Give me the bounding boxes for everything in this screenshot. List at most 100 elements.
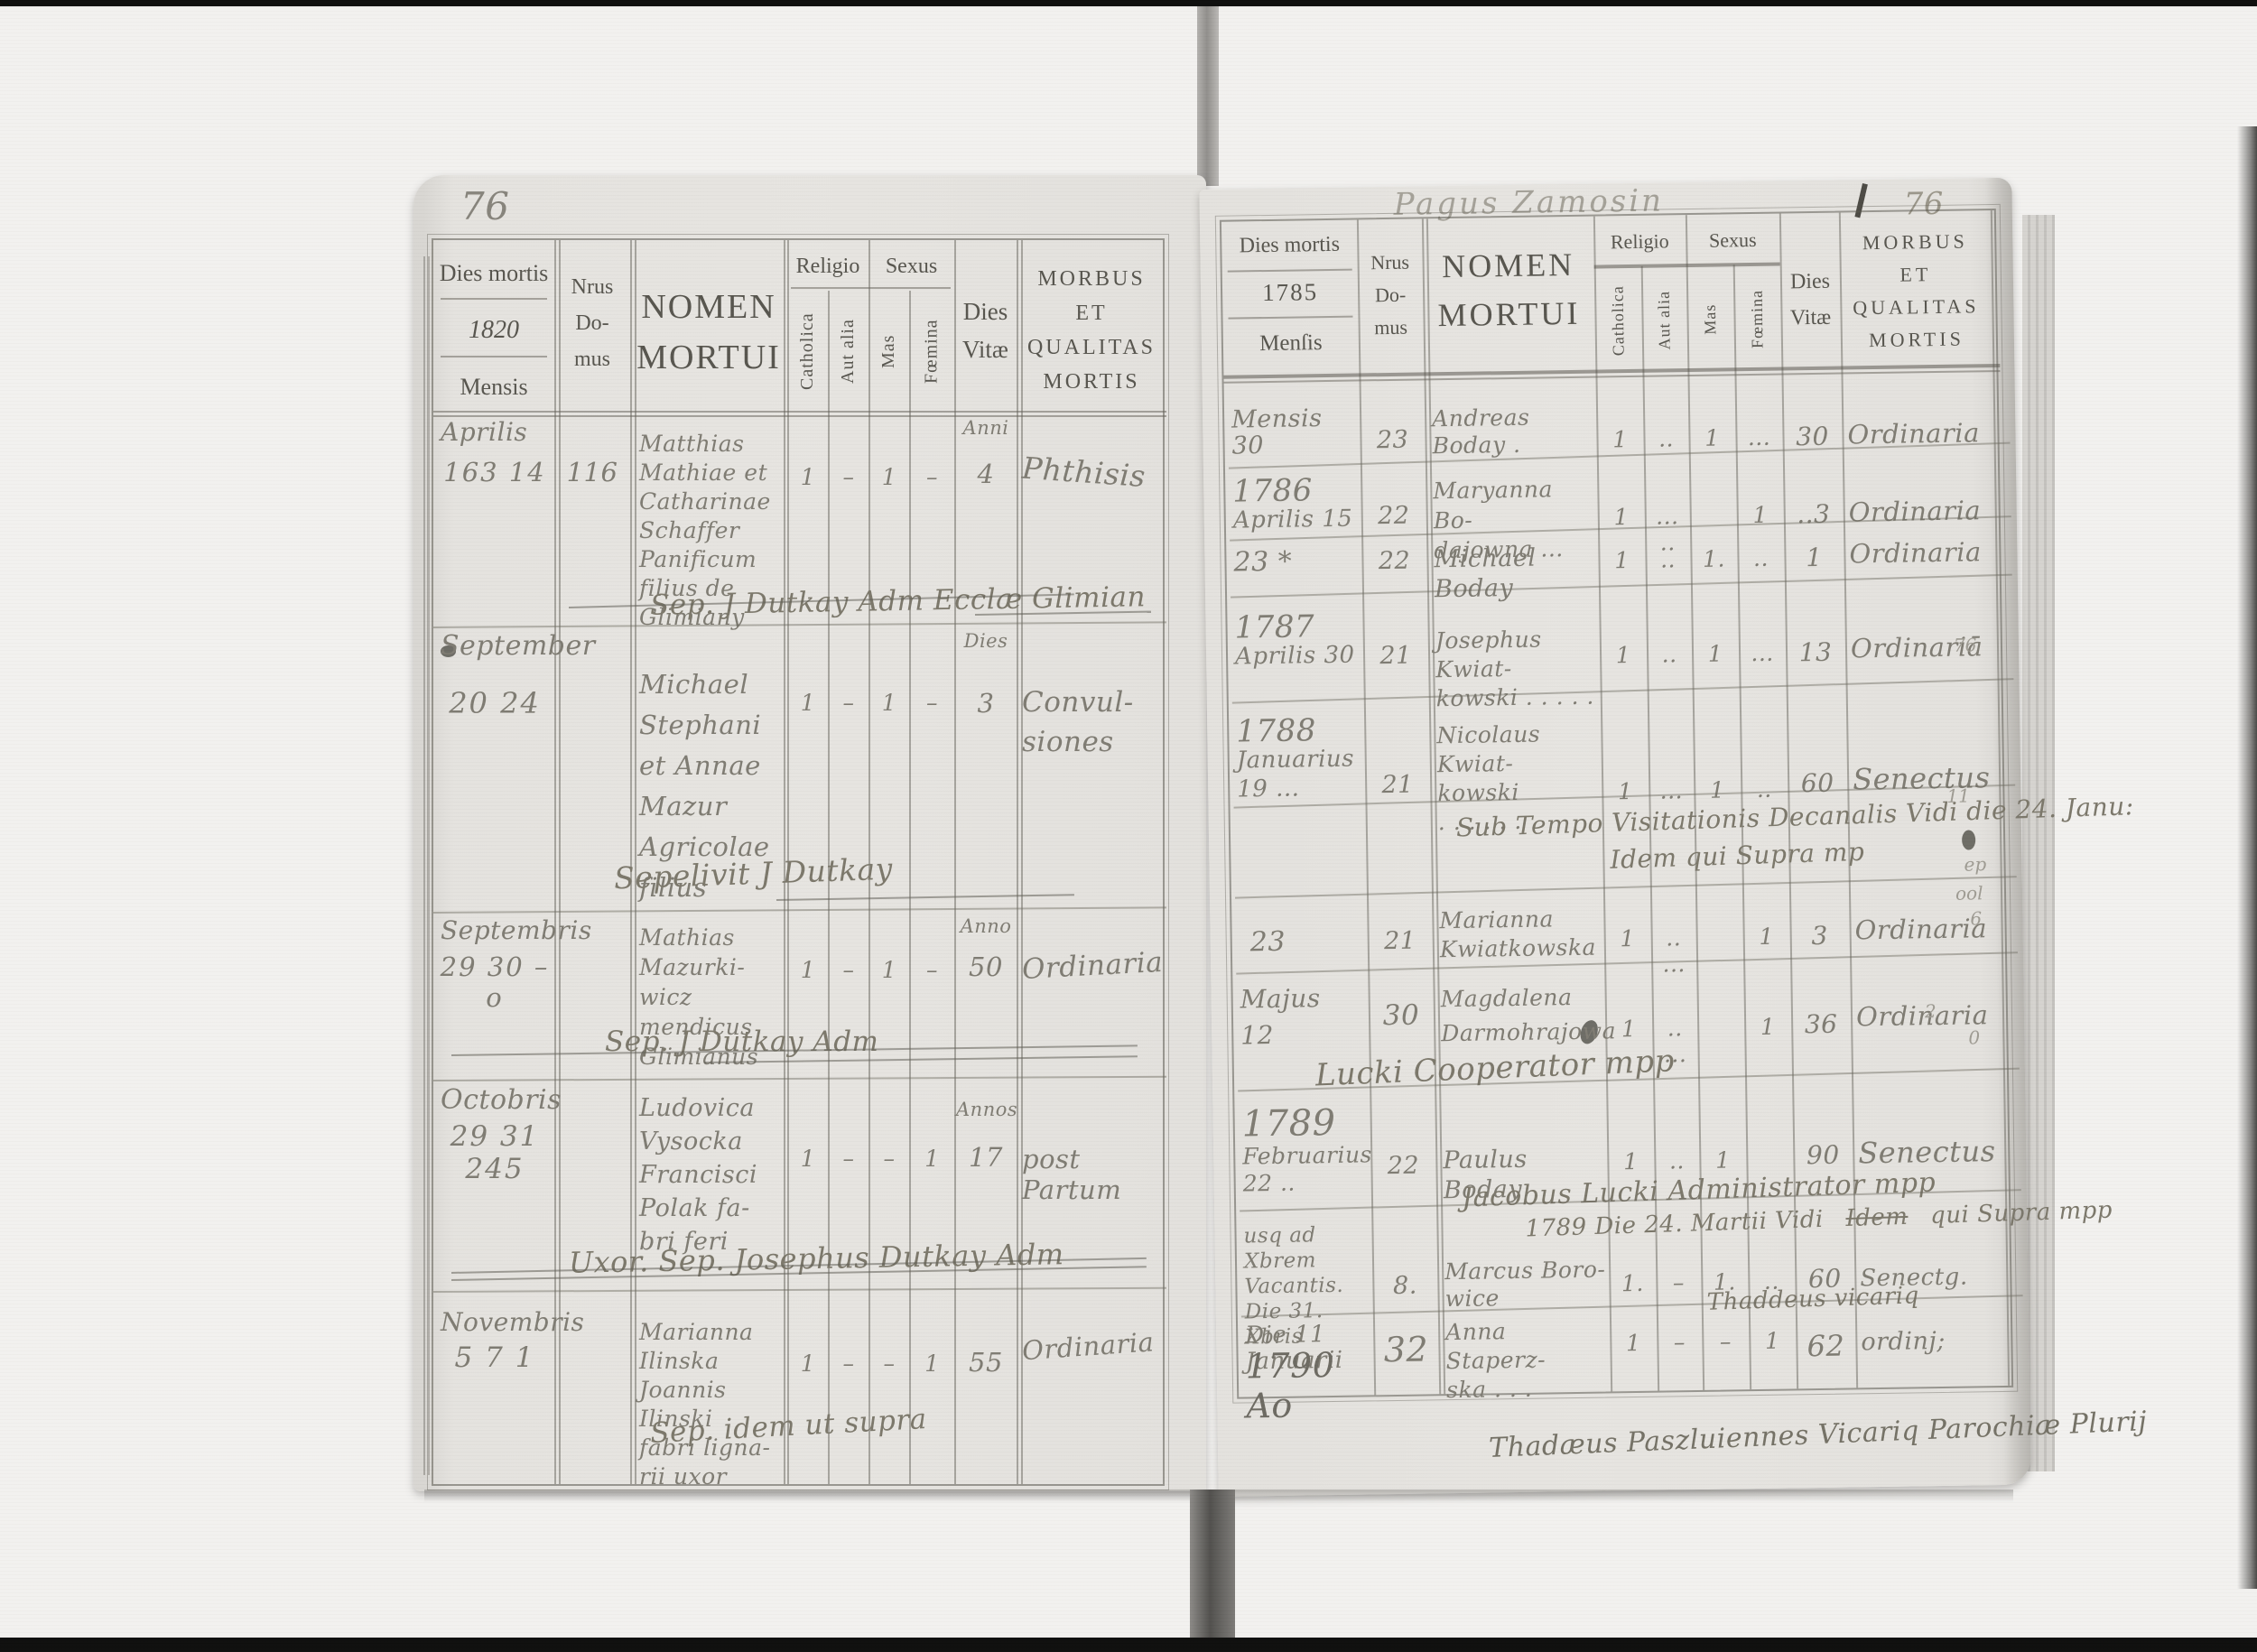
mark-mas: 1. bbox=[1702, 545, 1726, 572]
header-aut-alia: Aut alia bbox=[1654, 290, 1674, 350]
header-rule bbox=[1227, 268, 1352, 273]
entry-year: 1787 bbox=[1234, 608, 1315, 646]
header-year: 1785 bbox=[1261, 278, 1319, 307]
column-rule bbox=[868, 240, 870, 1484]
entry-dies-vitae: 60 bbox=[1800, 767, 1834, 799]
visitation-note: Idem qui Supra mp bbox=[1609, 836, 1865, 875]
column-rule bbox=[630, 240, 632, 1484]
mark-foemina: – bbox=[926, 957, 938, 983]
entry-house-number: 22 bbox=[1387, 1151, 1420, 1181]
register-row: 1787 Aprilis 30 21 Josephus Kwiat- kowsk… bbox=[1227, 599, 2001, 711]
entry-dates: 163 14 bbox=[443, 457, 546, 487]
mark-aut-alia: ... bbox=[1659, 777, 1684, 804]
mark-aut-alia: – bbox=[842, 957, 855, 983]
header-mas: Mas bbox=[1700, 303, 1720, 335]
entry-house-number: 21 bbox=[1383, 926, 1416, 956]
entry-month: Aprilis 30 bbox=[1234, 641, 1355, 671]
mark-catholica: 1 bbox=[800, 1350, 816, 1377]
bleed-mark: 11 bbox=[1946, 784, 1971, 807]
entry-month: September bbox=[441, 630, 596, 662]
entry-dates: 5 7 1 bbox=[454, 1341, 535, 1374]
entry-year: 1786 bbox=[1232, 472, 1314, 510]
register-row: Novembris 5 7 1 Marianna Ilinska Joannis… bbox=[433, 1295, 1163, 1490]
entry-name: Magdalena Darmohrajowa bbox=[1440, 984, 1617, 1047]
entry-name: Michael Stephani et Annae Mazur Agricola… bbox=[639, 669, 770, 903]
page-edge-rule bbox=[423, 256, 425, 1475]
entry-morbus: post Partum bbox=[1022, 1144, 1122, 1205]
entry-house-number: 22 bbox=[1378, 546, 1411, 576]
ink-stroke bbox=[776, 894, 1074, 901]
header-rule bbox=[791, 287, 951, 289]
header-sexus: Sexus bbox=[1708, 227, 1757, 252]
register-row: Aprilis 163 14 116 Matthias Mathiae et C… bbox=[433, 417, 1163, 630]
entry-dates: 20 24 bbox=[449, 686, 541, 720]
scan-right-edge-shade bbox=[2237, 126, 2257, 1589]
header-nomen-mortui: NOMEN MORTUI bbox=[636, 288, 781, 376]
entry-house-number: 23 bbox=[1376, 425, 1409, 455]
entry-dies-vitae: 50 bbox=[969, 951, 1003, 982]
column-rule bbox=[954, 240, 956, 1484]
mark-catholica: 1 bbox=[800, 464, 816, 490]
entry-dies-vitae: 3 bbox=[977, 688, 995, 719]
header-nrus-domus: Nrus Do- mus bbox=[1370, 250, 1410, 339]
mark-aut-alia: – bbox=[842, 1146, 855, 1172]
mark-aut-alia: – bbox=[842, 464, 855, 490]
entry-month: Majus 12 bbox=[1240, 983, 1321, 1051]
header-rule bbox=[433, 411, 1166, 413]
entry-morbus: Ordinaria bbox=[1849, 536, 1983, 570]
entry-vitae-label: Anni bbox=[962, 417, 1009, 439]
column-rule bbox=[909, 291, 911, 1484]
entry-dies-vitae: 90 bbox=[1806, 1139, 1840, 1171]
header-dies-vitae: Dies Vitæ bbox=[1789, 269, 1832, 330]
column-rule bbox=[828, 291, 830, 1484]
entry-house-number: 22 bbox=[1377, 501, 1410, 531]
entry-month: Septembris bbox=[441, 915, 592, 945]
column-rule bbox=[1356, 219, 1376, 1396]
header-morbus: MORBUS ET QUALITAS MORTIS bbox=[1853, 229, 1980, 352]
entry-vitae-label: Anno bbox=[960, 915, 1012, 937]
mark-aut-alia: – bbox=[842, 1350, 855, 1377]
header-dies-mortis: Dies mortis bbox=[439, 260, 549, 286]
register-row: September 20 24 Michael Stephani et Anna… bbox=[433, 630, 1163, 915]
mark-mas: 1 bbox=[881, 690, 897, 716]
mark-mas: – bbox=[883, 1350, 896, 1377]
entry-dies-vitae: 36 bbox=[1804, 1008, 1838, 1040]
entry-name: Marcus Boro- wice bbox=[1444, 1256, 1606, 1313]
mark-aut-alia: .. bbox=[1658, 425, 1675, 452]
mark-catholica: 1 bbox=[800, 690, 816, 716]
mark-catholica: 1 bbox=[1622, 1147, 1639, 1175]
mark-aut-alia: – bbox=[842, 690, 855, 716]
entry-name: Ludovica Vysocka Francisci Polak fa- bri… bbox=[639, 1094, 757, 1256]
mark-foemina: 1 bbox=[924, 1146, 940, 1172]
entry-year: 1790 Ao bbox=[1245, 1344, 1335, 1426]
entry-name: Michael Boday bbox=[1434, 543, 1537, 604]
entry-house-number: 21 bbox=[1379, 641, 1412, 671]
entry-month: Mensis 30 bbox=[1231, 404, 1323, 460]
header-rule bbox=[441, 298, 547, 300]
entry-month: 23 bbox=[1249, 925, 1286, 959]
column-rule bbox=[787, 240, 789, 1484]
entry-name: Marianna Ilinska Joannis Ilinski fabri l… bbox=[639, 1319, 771, 1490]
entry-house-number: 116 bbox=[566, 457, 618, 487]
ink-blot bbox=[1961, 830, 1976, 850]
entry-dates: 29 31 245 bbox=[450, 1120, 540, 1185]
mark-mas: 1 bbox=[1709, 776, 1725, 803]
entry-dies-vitae: 17 bbox=[969, 1142, 1003, 1173]
entry-house-number: 32 bbox=[1383, 1329, 1429, 1370]
entry-morbus: Ordinaria bbox=[1021, 945, 1164, 987]
ink-blot bbox=[441, 645, 456, 657]
page-edge-rule bbox=[428, 256, 430, 1475]
column-rule bbox=[1021, 240, 1023, 1484]
register-table-1820: Dies mortis 1820 Mensis Nrus Do- mus NOM… bbox=[427, 234, 1169, 1490]
entry-name: Anna Staperz- ska . . . bbox=[1444, 1318, 1546, 1404]
entry-dies-vitae: 3 bbox=[1811, 920, 1829, 951]
column-rule bbox=[559, 240, 561, 1484]
entry-dies-vitae: 13 bbox=[1798, 636, 1833, 668]
bleed-mark: ep bbox=[1964, 853, 1987, 876]
header-rule bbox=[433, 415, 1166, 417]
header-mas: Mas bbox=[878, 334, 898, 368]
header-rule bbox=[441, 356, 547, 357]
header-dies-vitae: Dies Vitæ bbox=[962, 298, 1008, 363]
entry-month: Novembris bbox=[441, 1307, 585, 1337]
page-number: 76 bbox=[460, 184, 510, 228]
